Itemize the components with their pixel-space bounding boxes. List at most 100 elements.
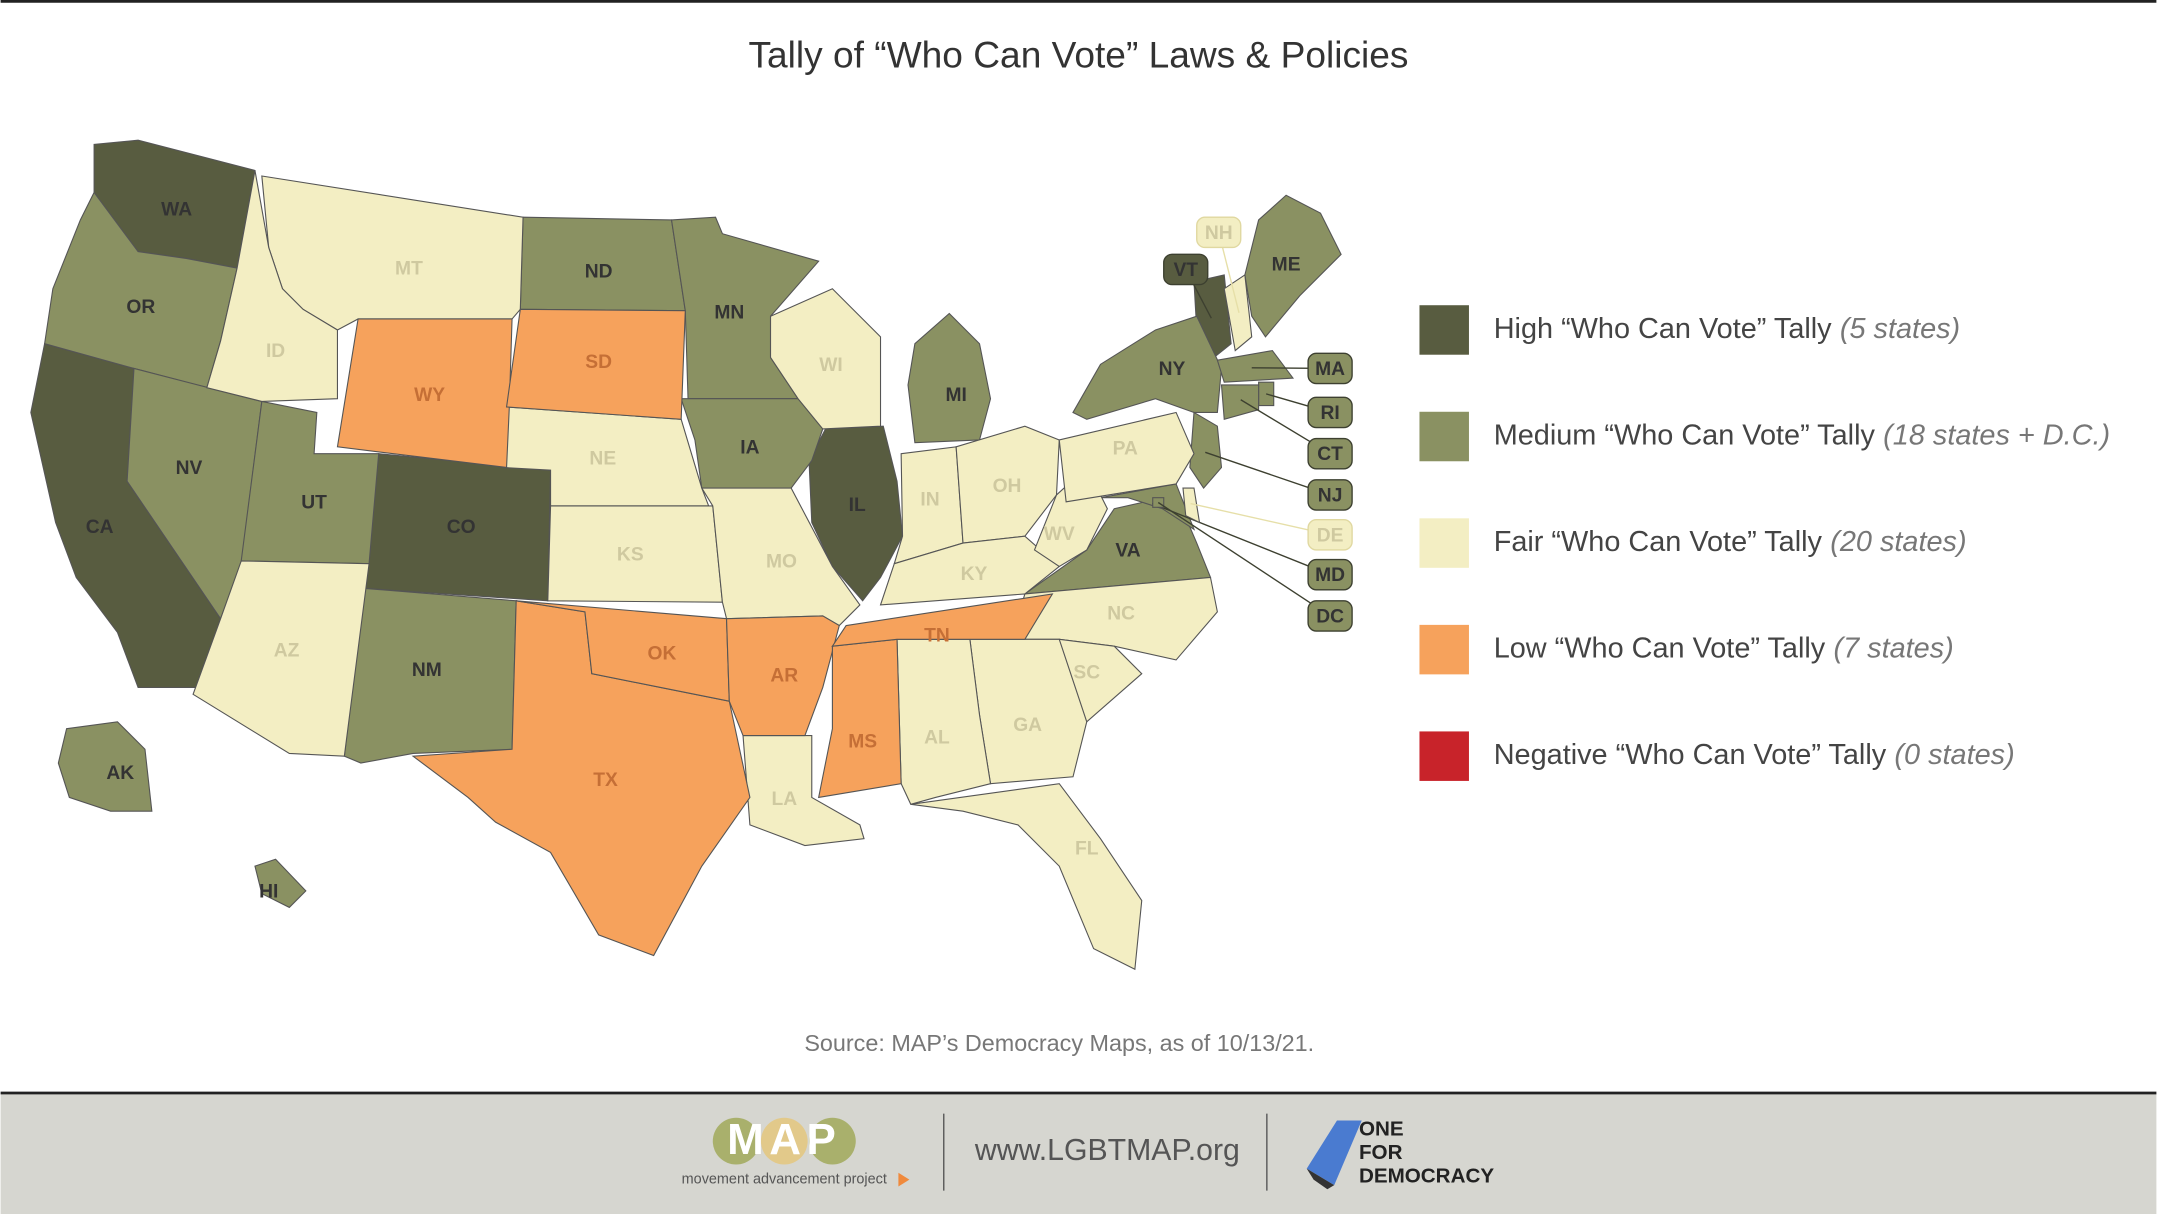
legend-label: Negative “Who Can Vote” Tally (0 states) [1494,739,2015,771]
state [505,308,686,420]
legend-label: High “Who Can Vote” Tally (5 states) [1494,313,1960,345]
state-label: MA [1315,359,1345,380]
footer-band [0,1093,2157,1214]
state-label: AL [924,727,950,748]
legend-count: (20 states) [1830,526,1966,558]
state-label: WV [1044,524,1075,545]
legend-label: Medium “Who Can Vote” Tally (18 states + … [1494,419,2110,451]
state [336,318,513,469]
legend-swatch [1419,305,1469,355]
legend-swatch [1419,624,1469,675]
state-label: CA [86,517,114,538]
state-label: OH [993,476,1022,497]
callout-line [1190,502,1331,536]
legend-count: (7 states) [1833,632,1953,664]
state [910,783,1143,971]
state-label: TX [593,770,618,791]
state-label: NJ [1318,485,1343,506]
label-box [1163,253,1209,286]
legend-label: Low “Who Can Vote” Tally (7 states) [1494,632,1954,664]
legend-count: (0 states) [1894,739,2014,771]
state-label: WI [819,355,842,376]
legend-label-text: Negative “Who Can Vote” Tally [1494,739,1887,771]
state-label: NH [1205,223,1233,244]
state-label: VA [1115,540,1140,561]
state [1152,497,1165,508]
state [907,312,992,444]
state-label: FL [1075,839,1099,860]
state [1058,411,1195,503]
legend: High “Who Can Vote” Tally (5 states) Mediu… [1419,305,2110,781]
state-label: LA [771,789,797,810]
state-label: KS [617,545,644,566]
legend-label: Fair “Who Can Vote” Tally (20 states) [1494,526,1967,558]
partner-name: ONE [1359,1118,1404,1141]
legend-swatch [1419,518,1469,568]
state-label: TN [924,626,950,647]
legend-label-text: Low “Who Can Vote” Tally [1494,632,1826,664]
state [1220,384,1260,421]
legend-swatch [1419,411,1469,462]
state-label: MO [766,551,797,572]
legend-count: (5 states) [1840,313,1960,345]
state-label: MD [1315,565,1345,586]
state-label: IN [920,490,939,511]
label-box [1307,600,1353,632]
state [1072,315,1223,420]
state [808,425,904,602]
state-label: AK [106,763,134,784]
state-label: RI [1320,403,1339,424]
label-box [1307,519,1353,551]
state-label: VT [1173,260,1198,281]
state [831,593,1054,647]
partner-mark [1306,1168,1335,1190]
url: www.LGBTMAP.org [974,1134,1240,1167]
callout-line [1151,502,1331,576]
label-box [1307,558,1353,591]
state-label: IL [849,495,866,516]
state-label: GA [1013,715,1042,736]
state-label: PA [1113,439,1138,460]
state-label: WA [161,199,192,220]
state-label: DC [1316,606,1344,627]
logo-dot [712,1117,760,1165]
logo: MAP [727,1115,841,1164]
label-box [1307,352,1353,385]
title: Tally of “Who Can Vote” Laws & Policies [748,34,1408,76]
callout-line [1157,501,1331,617]
state [742,734,865,847]
state-label: MN [714,303,744,324]
logo-arrow [898,1172,910,1187]
logo-dot [809,1117,856,1165]
label-box [1307,437,1353,470]
state [1223,274,1253,352]
state-label: ME [1272,254,1301,275]
state-label: NE [589,448,616,469]
state [206,170,339,403]
state-label: WY [414,385,445,406]
state [725,615,840,737]
state-label: MT [395,259,423,280]
partner-name: FOR [1359,1141,1403,1164]
state [769,288,882,430]
state-label: NC [1107,604,1135,625]
state-label: UT [301,492,327,513]
state-label: ND [585,261,613,282]
state-label: SC [1073,663,1100,684]
state-label: CT [1317,444,1343,465]
state-label: MS [848,732,877,753]
state-label: NM [412,660,442,681]
state [1216,349,1295,383]
state-label: DE [1317,525,1344,546]
legend-count: (18 states + D.C.) [1883,419,2110,451]
state-label: ID [266,341,285,362]
state [192,560,370,757]
state-label: SD [585,352,612,373]
state-label: NV [176,458,203,479]
source: Source: MAP’s Democracy Maps, as of 10/1… [804,1030,1314,1056]
state [896,638,992,805]
state-label: OR [126,297,155,318]
state [57,721,153,812]
state [1244,194,1342,338]
